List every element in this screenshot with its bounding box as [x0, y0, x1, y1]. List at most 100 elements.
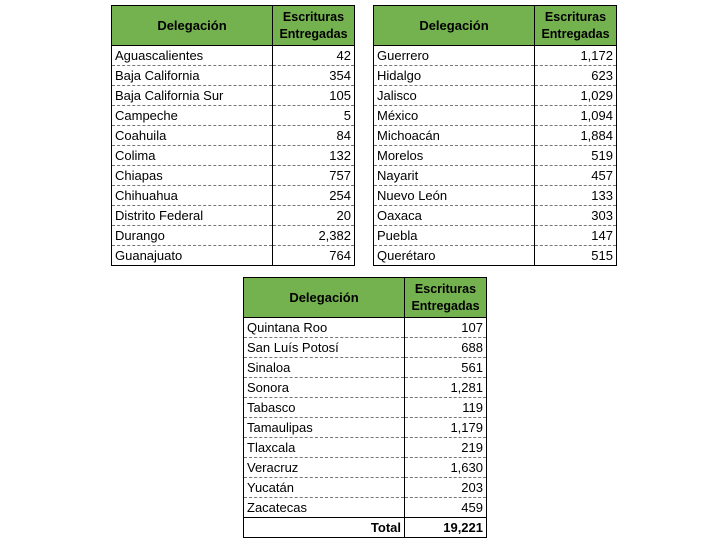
header-value-line1: Escrituras [282, 9, 345, 24]
header-delegacion: Delegación [373, 5, 535, 46]
row-name: Baja California [111, 65, 273, 86]
row-name: México [373, 105, 535, 126]
row-name: Baja California Sur [111, 85, 273, 106]
table-row: Querétaro 515 [373, 245, 617, 266]
row-name: Colima [111, 145, 273, 166]
header-row: Delegación Escrituras Entregadas [243, 277, 487, 318]
row-name: Zacatecas [243, 497, 405, 518]
row-value: 2,382 [272, 225, 355, 246]
row-value: 84 [272, 125, 355, 146]
table-row: Chiapas 757 [111, 165, 355, 186]
table-row: San Luís Potosí 688 [243, 337, 487, 358]
row-value: 107 [404, 317, 487, 338]
table-row: Yucatán 203 [243, 477, 487, 498]
table-row: Sonora 1,281 [243, 377, 487, 398]
header-value-line1: Escrituras [414, 281, 477, 296]
header-delegacion: Delegación [111, 5, 273, 46]
row-value: 688 [404, 337, 487, 358]
header-escrituras-entregadas: Escrituras Entregadas [272, 5, 355, 46]
row-value: 1,094 [534, 105, 617, 126]
row-name: Tlaxcala [243, 437, 405, 458]
row-name: Hidalgo [373, 65, 535, 86]
row-name: Veracruz [243, 457, 405, 478]
row-name: Nuevo León [373, 185, 535, 206]
row-name: Morelos [373, 145, 535, 166]
table-row: Quintana Roo 107 [243, 317, 487, 338]
row-value: 133 [534, 185, 617, 206]
table-row: Jalisco 1,029 [373, 85, 617, 106]
row-value: 105 [272, 85, 355, 106]
row-name: Chiapas [111, 165, 273, 186]
row-value: 132 [272, 145, 355, 166]
row-value: 1,179 [404, 417, 487, 438]
table-row: Baja California Sur 105 [111, 85, 355, 106]
row-value: 147 [534, 225, 617, 246]
row-name: Nayarit [373, 165, 535, 186]
table-row: Veracruz 1,630 [243, 457, 487, 478]
row-name: Guerrero [373, 45, 535, 66]
row-name: Aguascalientes [111, 45, 273, 66]
row-name: Yucatán [243, 477, 405, 498]
header-value-line1: Escrituras [544, 9, 607, 24]
row-value: 459 [404, 497, 487, 518]
row-value: 457 [534, 165, 617, 186]
table-row: Aguascalientes 42 [111, 45, 355, 66]
row-name: Sonora [243, 377, 405, 398]
table-row: Colima 132 [111, 145, 355, 166]
row-value: 561 [404, 357, 487, 378]
row-name: Puebla [373, 225, 535, 246]
row-value: 203 [404, 477, 487, 498]
row-name: Jalisco [373, 85, 535, 106]
table-row: Zacatecas 459 [243, 497, 487, 518]
table-row: Distrito Federal 20 [111, 205, 355, 226]
row-value: 519 [534, 145, 617, 166]
table-row: Nuevo León 133 [373, 185, 617, 206]
header-row: Delegación Escrituras Entregadas [373, 5, 617, 46]
row-name: Chihuahua [111, 185, 273, 206]
row-name: Quintana Roo [243, 317, 405, 338]
row-name: Coahuila [111, 125, 273, 146]
row-value: 5 [272, 105, 355, 126]
row-name: Tamaulipas [243, 417, 405, 438]
table-row: Oaxaca 303 [373, 205, 617, 226]
table-row: Nayarit 457 [373, 165, 617, 186]
header-value-line2: Entregadas [279, 26, 348, 41]
table-row: Guanajuato 764 [111, 245, 355, 266]
table-row: Morelos 519 [373, 145, 617, 166]
row-value: 1,884 [534, 125, 617, 146]
deliveries-table-1: Delegación Escrituras Entregadas Aguasca… [111, 5, 355, 266]
row-value: 219 [404, 437, 487, 458]
row-value: 354 [272, 65, 355, 86]
row-value: 515 [534, 245, 617, 266]
table-row: Sinaloa 561 [243, 357, 487, 378]
header-row: Delegación Escrituras Entregadas [111, 5, 355, 46]
row-value: 1,029 [534, 85, 617, 106]
row-value: 119 [404, 397, 487, 418]
row-value: 42 [272, 45, 355, 66]
header-escrituras-entregadas: Escrituras Entregadas [404, 277, 487, 318]
row-value: 303 [534, 205, 617, 226]
row-name: Querétaro [373, 245, 535, 266]
table-row: Tamaulipas 1,179 [243, 417, 487, 438]
row-name: Tabasco [243, 397, 405, 418]
table-row: Puebla 147 [373, 225, 617, 246]
row-name: Sinaloa [243, 357, 405, 378]
row-name: Distrito Federal [111, 205, 273, 226]
row-name: Oaxaca [373, 205, 535, 226]
table-row: Campeche 5 [111, 105, 355, 126]
row-name: Guanajuato [111, 245, 273, 266]
row-value: 1,172 [534, 45, 617, 66]
deliveries-table-2: Delegación Escrituras Entregadas Guerrer… [373, 5, 617, 266]
table-row: México 1,094 [373, 105, 617, 126]
total-value: 19,221 [404, 517, 487, 538]
row-value: 20 [272, 205, 355, 226]
table-row: Coahuila 84 [111, 125, 355, 146]
table-row: Hidalgo 623 [373, 65, 617, 86]
row-name: Campeche [111, 105, 273, 126]
header-value-line2: Entregadas [541, 26, 610, 41]
table-row: Tabasco 119 [243, 397, 487, 418]
row-value: 764 [272, 245, 355, 266]
total-label: Total [243, 517, 405, 538]
header-value-line2: Entregadas [411, 298, 480, 313]
row-value: 1,630 [404, 457, 487, 478]
